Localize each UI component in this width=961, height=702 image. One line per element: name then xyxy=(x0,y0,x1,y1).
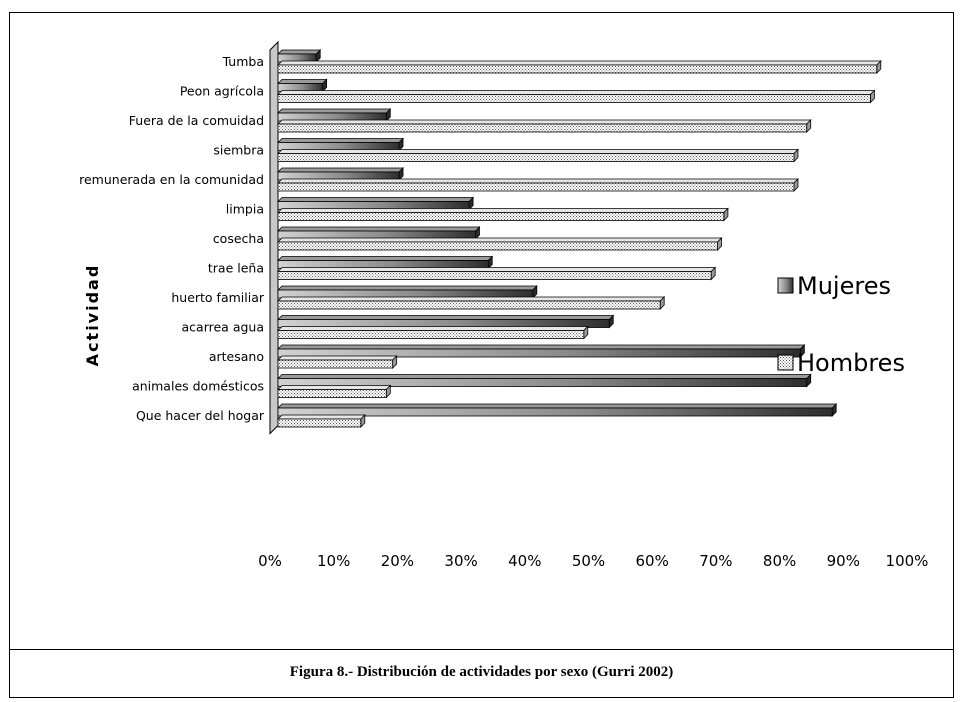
bars-group xyxy=(277,49,882,428)
bar-hombres-9 xyxy=(277,325,589,340)
category-label: artesano xyxy=(209,349,264,364)
category-label: Peon agrícola xyxy=(180,84,264,99)
x-tick-label: 0% xyxy=(258,552,282,570)
bar-hombres-10 xyxy=(277,355,398,369)
legend-item-mujeres: Mujeres xyxy=(777,272,891,300)
category-label: acarrea agua xyxy=(182,320,264,335)
category-label: trae leña xyxy=(208,261,264,276)
bar-hombres-5 xyxy=(277,207,729,222)
category-label: Que hacer del hogar xyxy=(136,408,265,423)
bar-hombres-2 xyxy=(277,119,812,133)
category-axis-wall xyxy=(269,40,279,435)
bar-mujeres-6 xyxy=(277,226,481,240)
x-tick-labels: 0% 10% 20% 30% 40% 50% 60% 70% 80% 90% 100% xyxy=(258,552,928,570)
category-labels: Tumba Peon agrícola Fuera de la comuidad si… xyxy=(79,54,265,423)
category-label: remunerada en la comunidad xyxy=(79,172,264,187)
x-tick-label: 30% xyxy=(444,552,477,570)
bar-chart: Tumba Peon agrícola Fuera de la comuidad si… xyxy=(79,40,928,570)
x-tick-label: 10% xyxy=(317,552,350,570)
legend-label: Mujeres xyxy=(797,272,891,300)
bar-mujeres-12 xyxy=(277,403,838,417)
bar-hombres-8 xyxy=(277,296,666,310)
x-tick-label: 20% xyxy=(381,552,414,570)
category-label: limpia xyxy=(226,202,264,217)
bar-mujeres-7 xyxy=(277,255,494,270)
x-tick-label: 80% xyxy=(763,552,796,570)
legend-label: Hombres xyxy=(797,349,905,377)
bar-mujeres-11 xyxy=(277,373,812,388)
bar-mujeres-4 xyxy=(277,167,404,181)
legend-swatch xyxy=(777,277,794,294)
bar-hombres-6 xyxy=(277,237,723,251)
figure-caption: Figura 8.- Distribución de actividades p… xyxy=(289,664,674,680)
x-tick-label: 100% xyxy=(886,552,929,570)
bar-mujeres-1 xyxy=(277,78,328,93)
category-label: siembra xyxy=(213,143,264,158)
x-tick-label: 60% xyxy=(636,552,669,570)
bar-hombres-0 xyxy=(277,60,882,74)
legend-swatch xyxy=(777,354,794,371)
bar-hombres-1 xyxy=(277,89,876,104)
bar-mujeres-9 xyxy=(277,314,615,329)
bar-mujeres-0 xyxy=(277,49,322,63)
category-label: Tumba xyxy=(222,54,264,69)
category-label: animales domésticos xyxy=(132,379,264,394)
category-label: huerto familiar xyxy=(171,290,265,305)
y-axis-title: Actividad xyxy=(83,264,102,367)
x-tick-label: 50% xyxy=(572,552,605,570)
bar-hombres-7 xyxy=(277,266,717,281)
category-label: Fuera de la comuidad xyxy=(129,113,264,128)
bar-mujeres-5 xyxy=(277,196,475,211)
bar-mujeres-10 xyxy=(277,344,806,358)
bar-hombres-11 xyxy=(277,384,392,399)
bar-hombres-3 xyxy=(277,148,799,163)
caption-divider xyxy=(9,649,954,650)
x-tick-label: 90% xyxy=(827,552,860,570)
bar-mujeres-8 xyxy=(277,285,538,299)
bar-hombres-4 xyxy=(277,178,799,192)
bar-mujeres-2 xyxy=(277,108,392,122)
bar-mujeres-3 xyxy=(277,137,404,152)
bar-hombres-12 xyxy=(277,414,366,428)
x-tick-label: 70% xyxy=(699,552,732,570)
legend-item-hombres: Hombres xyxy=(777,349,905,377)
axis-wall-3d xyxy=(269,40,279,435)
legend: Mujeres Hombres xyxy=(777,272,905,377)
category-label: cosecha xyxy=(213,231,264,246)
x-tick-label: 40% xyxy=(508,552,541,570)
